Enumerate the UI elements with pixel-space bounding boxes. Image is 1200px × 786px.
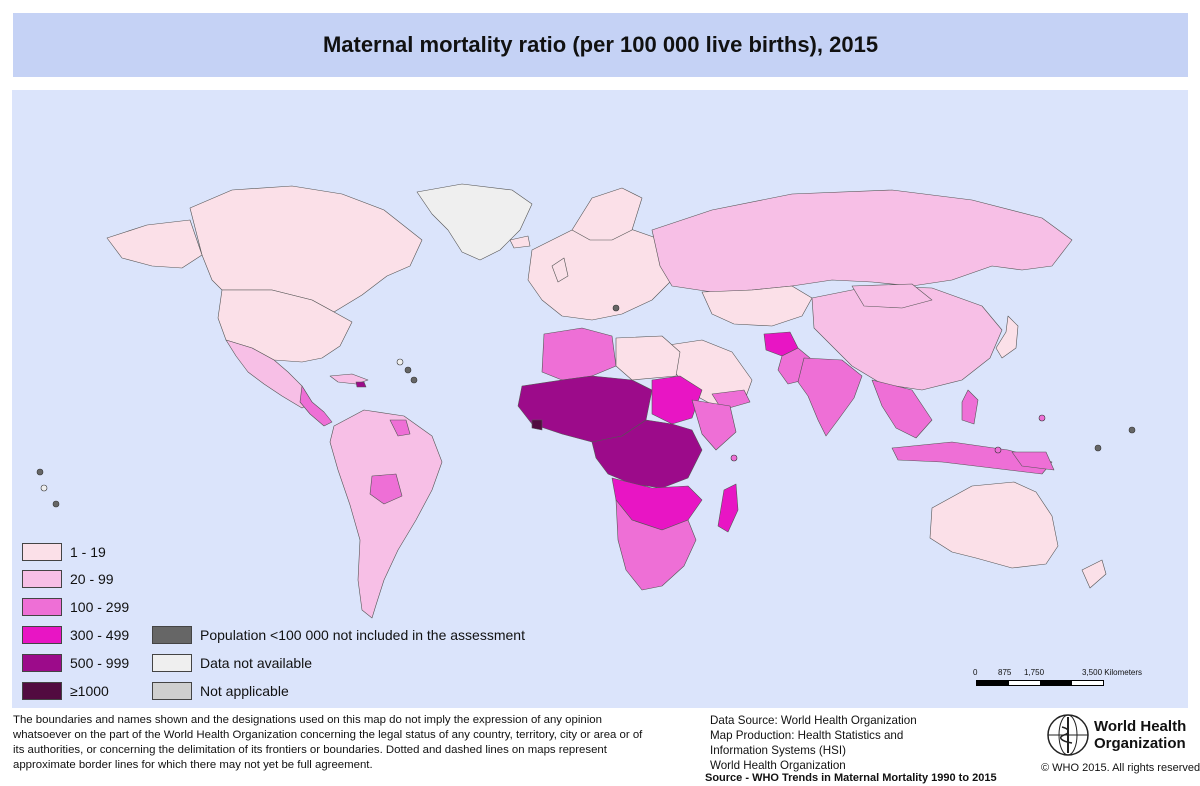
region-madagascar [717,483,739,533]
data-source-line: Information Systems (HSI) [710,744,846,757]
map-svg [36,183,1136,619]
legend-swatch [152,654,192,672]
scale-labels: 0 875 1,750 3,500 Kilometers [962,668,1162,680]
region-australia [929,481,1059,569]
region-mongolia [851,283,933,309]
legend-label: 500 - 999 [70,655,130,671]
small-island-dot [1128,426,1136,434]
small-island-dot [994,446,1002,454]
small-island-dot [396,358,404,366]
region-kazakhstan [701,285,813,327]
legend-item: 300 - 499 [22,624,129,646]
data-source-line: Data Source: World Health Organization [710,714,917,727]
small-island-dot [1038,414,1046,422]
copyright-text: © WHO 2015. All rights reserved. [1041,762,1200,774]
who-name-line: World Health [1094,718,1187,735]
small-island-dot [40,484,48,492]
legend-swatch [22,598,62,616]
region-russia [651,189,1073,293]
legend-label: 300 - 499 [70,627,130,643]
legend-label: ≥1000 [70,683,109,699]
region-southern-africa [615,499,697,591]
region-central-africa [591,419,703,489]
who-name: World Health Organization [1094,718,1186,752]
region-greenland [416,183,533,261]
small-island-dot [404,366,412,374]
legend-swatch [22,570,62,588]
region-scandinavia [571,187,643,241]
legend-swatch [152,682,192,700]
region-central-america [299,385,333,427]
scale-tick-label: 875 [998,668,1012,677]
title-bar: Maternal mortality ratio (per 100 000 li… [13,13,1188,77]
scale-bar: 0 875 1,750 3,500 Kilometers [962,668,1162,704]
region-png [1011,451,1055,471]
legend-label: Not applicable [200,683,289,699]
legend-item: ≥1000 [22,680,109,702]
legend-label: 20 - 99 [70,571,114,587]
scale-track [976,680,1104,686]
region-india [797,357,863,437]
region-southeast-asia [871,379,933,439]
small-island-dot [612,304,620,312]
legend-item: 100 - 299 [22,596,129,618]
small-island-dot [52,500,60,508]
legend-swatch [22,626,62,644]
map-title: Maternal mortality ratio (per 100 000 li… [322,32,879,57]
legend-label: Data not available [200,655,313,671]
who-emblem-icon [1047,714,1089,756]
region-indonesia [891,441,1053,475]
region-south-america [329,409,443,619]
legend-swatch [22,654,62,672]
region-egypt-libya [615,335,681,381]
legend-item: Not applicable [152,680,289,702]
legend-item: Data not available [152,652,312,674]
legend: 1 - 19 20 - 99 100 - 299 300 - 499 500 -… [22,541,582,706]
legend-swatch [152,626,192,644]
scale-tick-label: 0 [973,668,978,677]
legend-item: 1 - 19 [22,541,106,563]
data-source-line: Map Production: Health Statistics and [710,729,904,742]
scale-tick-label: 1,750 [1024,668,1045,677]
small-island-dot [410,376,418,384]
scale-tick-label: 3,500 Kilometers [1082,668,1143,677]
small-island-dot [730,454,738,462]
legend-item: 20 - 99 [22,568,114,590]
data-source-line: World Health Organization [710,759,846,772]
legend-item: Population <100 000 not included in the … [152,624,525,646]
world-map [12,90,1188,708]
data-source: Data Source: World Health Organization M… [710,713,925,773]
legend-label: Population <100 000 not included in the … [200,627,525,643]
source-text: Source - WHO Trends in Maternal Mortalit… [705,772,997,784]
region-uk [551,257,569,283]
legend-swatch [22,682,62,700]
region-sudan [651,375,703,425]
region-haiti [355,381,367,388]
region-japan [995,315,1019,359]
region-alaska [106,219,203,269]
region-iceland [509,235,531,249]
region-north-africa [541,327,617,381]
region-guyana [389,419,411,437]
region-new-zealand [1081,559,1107,589]
legend-label: 100 - 299 [70,599,130,615]
legend-label: 1 - 19 [70,544,106,560]
disclaimer-text: The boundaries and names shown and the d… [13,714,643,771]
legend-swatch [22,543,62,561]
region-horn-africa [691,399,737,451]
small-island-dot [36,468,44,476]
small-island-dot [1094,444,1102,452]
region-china [811,285,1003,391]
region-canada [189,185,423,313]
who-name-line: Organization [1094,735,1186,752]
region-bolivia [369,473,403,505]
region-sierra-leone [531,419,543,431]
region-philippines [961,389,979,425]
who-logo: World Health Organization [1046,713,1186,757]
legend-item: 500 - 999 [22,652,129,674]
